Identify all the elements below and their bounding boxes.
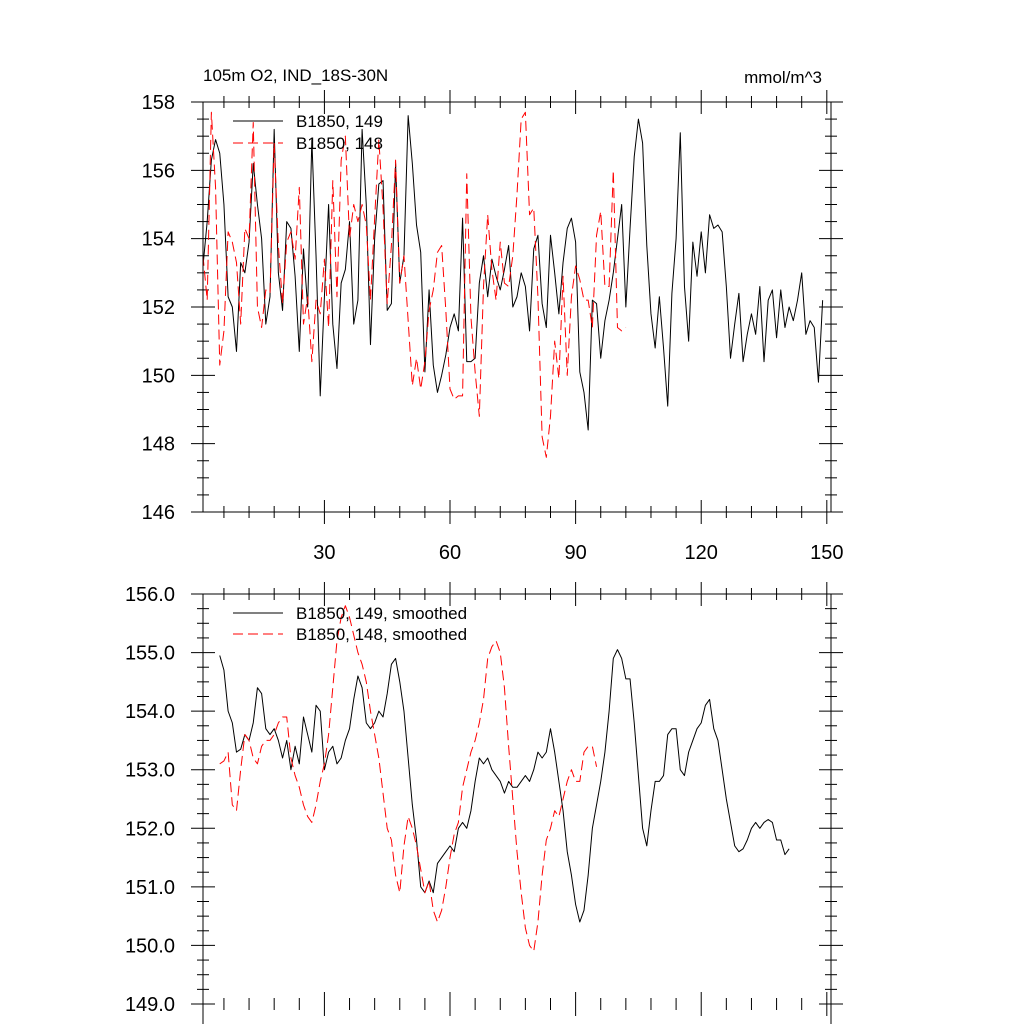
y-tick-label: 158: [142, 92, 175, 114]
y-tick-labels: 146 148 150 152 154 156 158: [142, 92, 175, 524]
axis-ticks: [191, 90, 843, 524]
y-tick-labels: 149.0 150.0 151.0 152.0 153.0 154.0 155.0 156.0: [125, 584, 175, 1016]
bottom-panel: 149.0 150.0 151.0 152.0 153.0 154.0 155.0 156.0…: [125, 582, 843, 1024]
legend-label-148: B1850, 148: [296, 134, 383, 153]
series-layer: [219, 605, 790, 952]
series-line-b1850-149: [202, 115, 824, 431]
axis-ticks: [191, 582, 843, 1016]
series-line-b1850-148-smoothed: [219, 605, 598, 952]
y-tick-label: 152: [142, 297, 175, 319]
y-tick-label: 153.0: [125, 760, 175, 782]
y-tick-label: 154.0: [125, 701, 175, 723]
series-line-b1850-148: [202, 111, 627, 458]
x-tick-label: 150: [810, 542, 843, 564]
legend: B1850, 149, smoothed B1850, 148, smoothe…: [233, 604, 467, 644]
y-tick-label: 151.0: [125, 877, 175, 899]
chart-title: 105m O2, IND_18S-30N: [203, 66, 388, 85]
y-tick-label: 156: [142, 160, 175, 182]
legend-label-149-smoothed: B1850, 149, smoothed: [296, 604, 467, 623]
series-line-b1850-149-smoothed: [219, 649, 790, 923]
x-tick-label: 60: [439, 542, 461, 564]
legend-label-149: B1850, 149: [296, 112, 383, 131]
top-panel: 105m O2, IND_18S-30N mmol/m^3 1461481501…: [142, 66, 844, 564]
x-tick-labels: 30 60 90 120 150: [313, 542, 843, 564]
y-tick-label: 150.0: [125, 935, 175, 957]
y-tick-label: 152.0: [125, 818, 175, 840]
units-label: mmol/m^3: [744, 68, 822, 87]
y-tick-label: 146: [142, 502, 175, 524]
x-tick-label: 120: [685, 542, 718, 564]
series-layer: [202, 111, 824, 458]
x-tick-label: 90: [564, 542, 586, 564]
legend-label-148-smoothed: B1850, 148, smoothed: [296, 625, 467, 644]
legend: B1850, 149 B1850, 148: [233, 112, 383, 153]
x-tick-label: 30: [313, 542, 335, 564]
y-tick-label: 148: [142, 434, 175, 456]
y-tick-label: 154: [142, 229, 175, 251]
y-tick-label: 150: [142, 365, 175, 387]
y-tick-label: 156.0: [125, 584, 175, 606]
y-tick-label: 155.0: [125, 643, 175, 665]
y-tick-label: 149.0: [125, 994, 175, 1016]
plot-frame: [202, 101, 832, 513]
